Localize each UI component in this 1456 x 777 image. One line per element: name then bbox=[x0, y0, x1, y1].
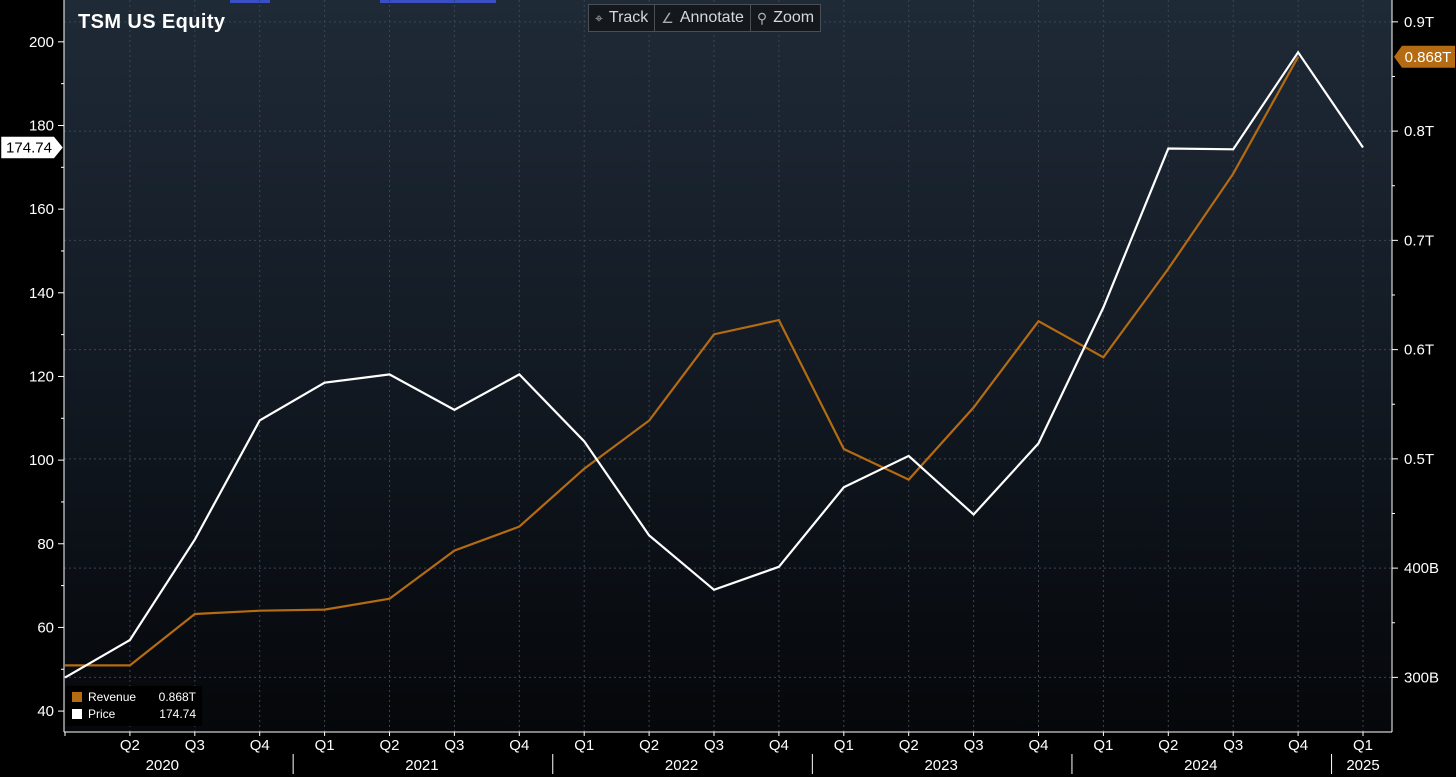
annotate-label: Annotate bbox=[679, 9, 744, 26]
left-tick-label: 160 bbox=[29, 201, 54, 218]
x-tick-label: Q1 bbox=[315, 737, 335, 754]
x-tick-label: Q1 bbox=[1353, 737, 1373, 754]
track-button[interactable]: ⌖ Track bbox=[589, 5, 656, 31]
year-label: 2024 bbox=[1184, 757, 1217, 774]
x-tick-label: Q2 bbox=[639, 737, 659, 754]
x-tick-label: Q3 bbox=[185, 737, 205, 754]
right-tick-label: 300B bbox=[1404, 669, 1439, 686]
x-tick-label: Q4 bbox=[250, 737, 270, 754]
annotate-button[interactable]: ∠ Annotate bbox=[655, 5, 751, 31]
x-tick-label: Q3 bbox=[444, 737, 464, 754]
magnifier-icon: ⚲ bbox=[756, 9, 768, 26]
revenue-tag-shape bbox=[1394, 45, 1455, 68]
x-tick-label: Q2 bbox=[379, 737, 399, 754]
legend-item-price[interactable]: Price 174.74 bbox=[72, 705, 196, 722]
left-tick-label: 120 bbox=[29, 368, 54, 385]
tab-indicator bbox=[230, 0, 270, 3]
revenue-tag-label: 0.868T bbox=[1405, 49, 1452, 66]
left-tick-label: 60 bbox=[37, 619, 54, 636]
left-tick-label: 80 bbox=[37, 536, 54, 553]
legend-name: Revenue bbox=[88, 689, 137, 704]
x-tick-label: Q4 bbox=[769, 737, 789, 754]
price-swatch bbox=[72, 708, 82, 719]
x-tick-label: Q3 bbox=[964, 737, 984, 754]
x-tick-label: Q2 bbox=[899, 737, 919, 754]
legend-name: Price bbox=[88, 706, 116, 721]
year-label: 2023 bbox=[924, 757, 957, 774]
left-tick-label: 200 bbox=[29, 34, 54, 51]
track-label: Track bbox=[608, 9, 649, 26]
price-tag-shape bbox=[0, 136, 64, 159]
legend: Revenue 0.868T Price 174.74 bbox=[66, 686, 202, 726]
x-tick-label: Q1 bbox=[574, 737, 594, 754]
year-label: 2022 bbox=[665, 757, 698, 774]
x-tick-label: Q2 bbox=[1158, 737, 1178, 754]
legend-value: 0.868T bbox=[158, 689, 196, 704]
right-tick-label: 400B bbox=[1404, 560, 1439, 577]
value-tags: 0.868T 174.74 bbox=[0, 45, 1455, 159]
legend-value: 174.74 bbox=[159, 706, 196, 721]
legend-item-revenue[interactable]: Revenue 0.868T bbox=[72, 688, 196, 705]
x-tick-label: Q2 bbox=[120, 737, 140, 754]
revenue-last-value-tag: 0.868T bbox=[1394, 45, 1455, 68]
x-tick-label: Q4 bbox=[509, 737, 529, 754]
grid bbox=[64, 0, 1392, 732]
left-tick-label: 40 bbox=[37, 703, 54, 720]
x-tick-label: Q1 bbox=[1093, 737, 1113, 754]
zoom-label: Zoom bbox=[773, 9, 815, 26]
series-lines bbox=[64, 50, 1364, 679]
right-tick-label: 0.9T bbox=[1404, 14, 1434, 31]
right-tick-label: 0.5T bbox=[1404, 451, 1434, 468]
right-tick-label: 0.7T bbox=[1404, 232, 1434, 249]
x-tick-label: Q4 bbox=[1028, 737, 1048, 754]
tab-indicator bbox=[380, 0, 496, 3]
revenue-swatch bbox=[72, 691, 82, 702]
right-tick-label: 0.6T bbox=[1404, 342, 1434, 359]
chart-toolbar: ⌖ Track ∠ Annotate ⚲ Zoom bbox=[588, 4, 822, 32]
left-tick-label: 100 bbox=[29, 452, 54, 469]
crosshair-icon: ⌖ bbox=[595, 9, 603, 26]
price-tag-label: 174.74 bbox=[6, 139, 52, 156]
price-series-line[interactable] bbox=[64, 50, 1364, 679]
x-tick-label: Q4 bbox=[1288, 737, 1308, 754]
right-tick-label: 0.8T bbox=[1404, 123, 1434, 140]
revenue-series-line[interactable] bbox=[65, 56, 1300, 667]
pencil-icon: ∠ bbox=[661, 9, 674, 26]
left-tick-label: 180 bbox=[29, 117, 54, 134]
x-tick-label: Q1 bbox=[834, 737, 854, 754]
year-label: 2025 bbox=[1346, 757, 1379, 774]
price-last-value-tag: 174.74 bbox=[0, 136, 64, 159]
left-tick-label: 140 bbox=[29, 285, 54, 302]
axes: 40 60 80 100 120 140 160 180 200 300B 400B 0.5T 0.6T… bbox=[29, 0, 1439, 774]
zoom-button[interactable]: ⚲ Zoom bbox=[751, 5, 820, 31]
year-label: 2021 bbox=[405, 757, 438, 774]
chart-title: TSM US Equity bbox=[78, 11, 226, 33]
year-label: 2020 bbox=[146, 757, 179, 774]
x-tick-label: Q3 bbox=[1223, 737, 1243, 754]
x-tick-label: Q3 bbox=[704, 737, 724, 754]
